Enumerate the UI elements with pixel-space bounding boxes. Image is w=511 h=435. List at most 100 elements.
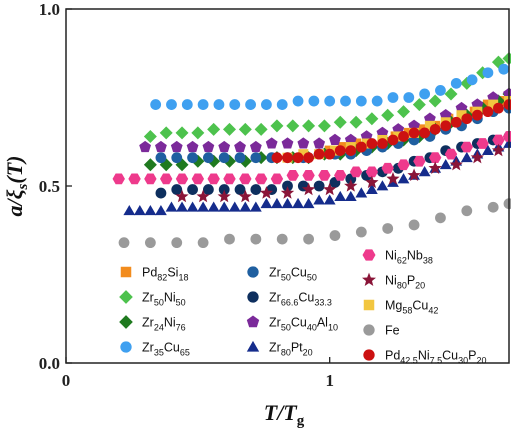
data-point <box>376 180 389 191</box>
data-point <box>387 134 399 146</box>
data-point <box>313 137 326 149</box>
data-point <box>323 182 337 196</box>
data-point <box>229 99 241 110</box>
data-point <box>382 223 394 234</box>
data-point <box>449 157 463 171</box>
data-point <box>191 173 205 185</box>
legend-label: Pd42.5Ni7.5Cu30P20 <box>385 349 487 366</box>
data-point <box>223 173 236 185</box>
data-point <box>302 197 315 209</box>
data-point <box>397 105 411 119</box>
data-point <box>318 170 331 181</box>
data-point <box>333 115 347 129</box>
legend-marker <box>120 341 132 353</box>
data-point <box>187 184 198 195</box>
data-point <box>292 152 304 164</box>
data-point <box>344 179 358 192</box>
legend-item: Zr50Cu50 <box>247 266 317 283</box>
data-point <box>344 190 357 202</box>
data-point <box>171 184 183 195</box>
legend-label: Zr50Ni50 <box>142 291 186 308</box>
data-point <box>365 175 379 189</box>
data-point <box>254 122 268 136</box>
data-point <box>155 187 167 199</box>
data-point <box>217 189 231 203</box>
data-point <box>470 150 485 164</box>
legend-marker <box>247 266 259 278</box>
data-point <box>270 173 284 185</box>
legend-item: Zr50Cu40Al10 <box>246 315 338 333</box>
axes <box>65 8 510 364</box>
data-point <box>234 152 246 164</box>
data-point <box>493 102 504 114</box>
data-point <box>218 140 231 153</box>
series-pd42-5ni7-5cu30p20 <box>271 99 511 164</box>
legend-label: Fe <box>385 324 400 338</box>
data-point <box>187 152 198 164</box>
data-point <box>440 120 452 132</box>
data-point <box>428 161 442 174</box>
data-point <box>498 63 510 75</box>
data-point <box>191 126 205 140</box>
data-point <box>292 95 304 107</box>
data-point <box>397 159 410 171</box>
data-point <box>413 155 426 167</box>
data-point <box>171 152 183 164</box>
data-point <box>202 184 214 195</box>
data-point <box>186 140 199 153</box>
data-point <box>491 143 506 157</box>
tick-labels: 0 1 0.0 0.5 1.0 <box>39 0 334 390</box>
data-point <box>207 122 221 136</box>
data-point <box>218 184 230 195</box>
data-point <box>466 74 478 86</box>
legend-marker <box>119 290 133 304</box>
series-ni80p20 <box>175 143 506 203</box>
legend-label: Zr66.6Cu33.3 <box>269 291 332 308</box>
data-point <box>435 212 446 224</box>
data-point <box>487 201 499 213</box>
data-point <box>254 173 268 185</box>
data-point <box>196 189 210 203</box>
legend-label: Zr35Cu65 <box>142 341 190 358</box>
legend-label: Zr80Pt20 <box>269 341 313 358</box>
data-point <box>297 137 310 149</box>
data-point <box>482 106 494 118</box>
data-point <box>143 158 157 172</box>
data-point <box>349 115 363 129</box>
legend-marker <box>246 340 260 352</box>
legend-item: Mg58Cu42 <box>363 299 438 316</box>
legend-item: Zr35Cu65 <box>120 341 190 358</box>
data-point <box>429 123 441 135</box>
data-point <box>259 186 274 199</box>
data-point <box>365 112 379 126</box>
data-point <box>334 145 346 157</box>
x-tick-label: 0 <box>62 371 71 390</box>
legend-marker <box>247 291 259 303</box>
data-point <box>403 92 415 103</box>
data-point <box>482 144 494 155</box>
data-point <box>444 148 458 160</box>
data-point <box>260 197 273 209</box>
data-point <box>261 99 272 110</box>
data-point <box>424 120 435 131</box>
data-point <box>303 152 314 164</box>
data-point <box>450 116 462 128</box>
data-point <box>286 119 300 133</box>
data-point <box>245 99 256 110</box>
data-point <box>456 110 467 121</box>
series-ni62nb38 <box>112 131 511 185</box>
data-point <box>444 87 458 101</box>
data-point <box>488 99 499 110</box>
data-point <box>381 108 395 122</box>
data-point <box>143 129 157 143</box>
legend-label: Zr24Ni76 <box>142 316 186 333</box>
legend-label: Pd82Si18 <box>142 266 188 283</box>
data-point <box>408 219 420 231</box>
data-point <box>250 233 262 245</box>
data-point <box>128 173 141 185</box>
y-tick-label: 0.0 <box>39 354 60 373</box>
data-point <box>281 137 294 149</box>
data-point <box>503 198 511 210</box>
legend-marker <box>120 266 132 278</box>
data-point <box>302 170 315 181</box>
